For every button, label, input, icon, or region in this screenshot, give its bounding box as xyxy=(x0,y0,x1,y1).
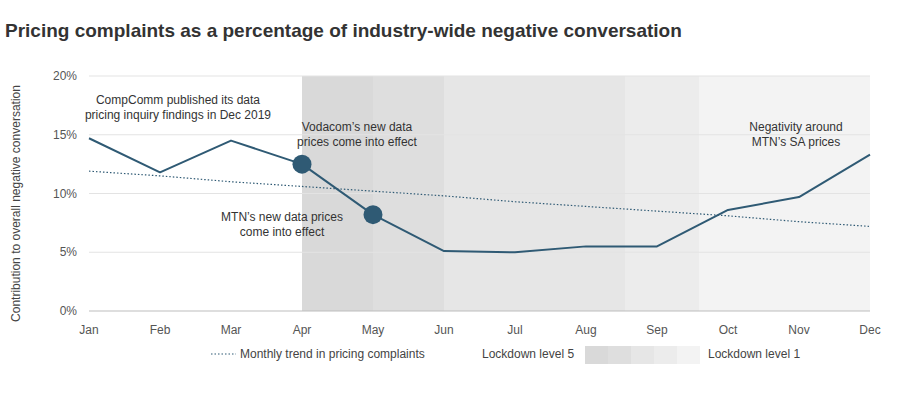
y-tick-label: 5% xyxy=(60,245,78,259)
y-tick-label: 10% xyxy=(53,187,77,201)
data-line xyxy=(89,138,870,252)
legend-swatch xyxy=(631,346,654,364)
annotation: Negativity around xyxy=(749,120,842,134)
legend-label: Lockdown level 5 xyxy=(482,347,574,361)
legend-swatch xyxy=(585,346,608,364)
x-tick-label: Dec xyxy=(859,323,880,337)
y-tick-label: 0% xyxy=(60,304,78,318)
legend-swatch xyxy=(677,346,700,364)
x-tick-label: Jul xyxy=(507,323,522,337)
x-tick-label: May xyxy=(362,323,385,337)
x-tick-label: Apr xyxy=(293,323,312,337)
annotation: prices come into effect xyxy=(297,135,418,149)
grid-line xyxy=(89,76,870,77)
grid-line xyxy=(89,193,870,194)
annotation: MTN’s SA prices xyxy=(752,135,840,149)
x-tick-label: Sep xyxy=(646,323,668,337)
x-tick-label: Nov xyxy=(788,323,809,337)
highlight-point xyxy=(364,205,383,224)
legend-swatch xyxy=(608,346,631,364)
plot xyxy=(89,138,870,252)
y-tick-label: 20% xyxy=(53,69,77,83)
annotation: MTN’s new data prices xyxy=(221,210,343,224)
x-tick-label: Feb xyxy=(150,323,171,337)
x-tick-label: Jan xyxy=(79,323,98,337)
x-tick-label: Oct xyxy=(719,323,738,337)
x-tick-label: Mar xyxy=(221,323,242,337)
x-tick-label: Aug xyxy=(575,323,596,337)
y-tick-label: 15% xyxy=(53,128,77,142)
annotation: Vodacom’s new data xyxy=(302,120,413,134)
annotation: pricing inquiry findings in Dec 2019 xyxy=(85,108,271,122)
grid-line xyxy=(89,311,870,312)
x-tick-label: Jun xyxy=(434,323,453,337)
legend-label: Monthly trend in pricing complaints xyxy=(240,347,425,361)
trend-line xyxy=(89,171,870,226)
title: Pricing complaints as a percentage of in… xyxy=(5,20,682,41)
annotation: come into effect xyxy=(240,225,325,239)
legend-line xyxy=(211,353,236,354)
legend-swatch xyxy=(654,346,677,364)
chart: Pricing complaints as a percentage of in… xyxy=(0,0,904,400)
annotation: CompComm published its data xyxy=(96,93,260,107)
legend-label: Lockdown level 1 xyxy=(708,347,800,361)
y-axis-label: Contribution to overall negative convers… xyxy=(9,85,23,322)
highlight-point xyxy=(293,155,312,174)
